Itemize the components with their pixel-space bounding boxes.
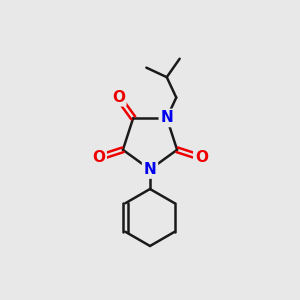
Text: N: N: [144, 162, 156, 177]
Text: O: O: [195, 150, 208, 165]
Text: N: N: [160, 110, 173, 125]
Text: O: O: [92, 150, 105, 165]
Text: O: O: [112, 90, 125, 105]
